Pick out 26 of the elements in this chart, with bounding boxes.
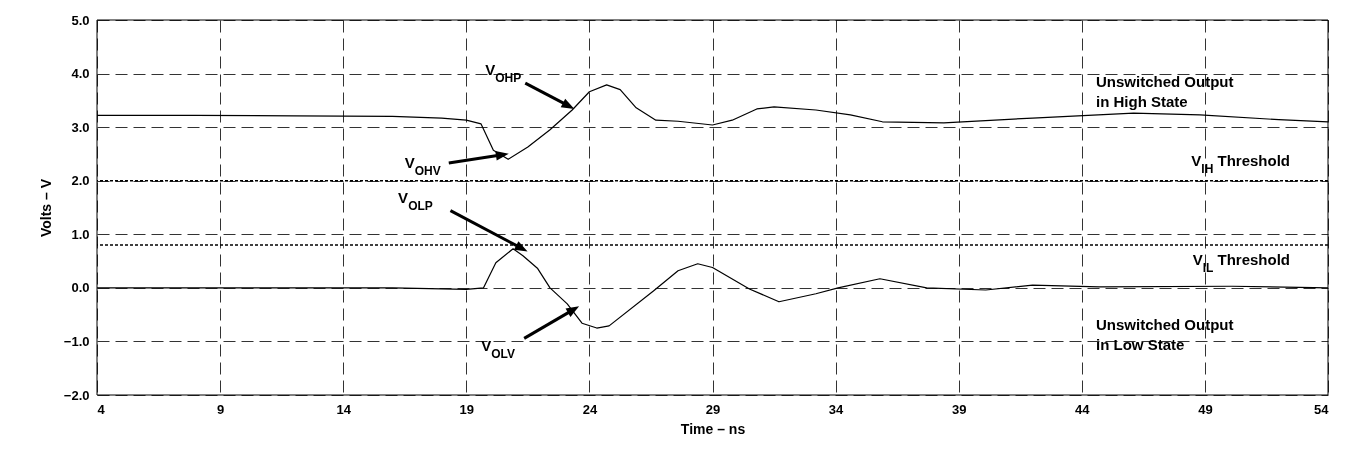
x-tick-label: 54 <box>1314 401 1330 417</box>
y-tick-label: 1.0 <box>71 226 90 242</box>
x-tick-label: 49 <box>1198 401 1213 417</box>
annotation: V$_{OHV}$ <box>404 154 441 178</box>
annotation: V$_{OLP}$ <box>398 188 433 213</box>
y-tick-label: 3.0 <box>71 119 90 135</box>
x-tick-label: 19 <box>459 401 475 417</box>
y-tick-label: 4.0 <box>71 66 90 82</box>
y-tick-label: −2.0 <box>63 387 90 403</box>
x-tick-label: 39 <box>951 401 967 417</box>
x-tick-label: 44 <box>1075 401 1091 417</box>
x-tick-label: 24 <box>582 401 598 417</box>
y-tick-label: 2.0 <box>71 173 90 189</box>
ref-line-label: V$_{IL}$ Threshold <box>1192 251 1290 275</box>
x-tick-label: 14 <box>336 401 352 417</box>
y-tick-label: 5.0 <box>71 12 90 28</box>
x-tick-label: 4 <box>97 401 106 417</box>
x-tick-label: 34 <box>828 401 845 417</box>
annotation: V$_{OLV}$ <box>481 337 516 362</box>
x-tick-label: 9 <box>216 401 225 417</box>
x-tick-label: 29 <box>705 401 721 417</box>
y-tick-label: 0.0 <box>71 280 90 296</box>
y-tick-label: −1.0 <box>63 333 90 349</box>
y-axis-title: Volts – V <box>37 178 54 238</box>
annotation: V$_{OHP}$ <box>485 61 522 86</box>
x-axis-title: Time – ns <box>680 420 746 437</box>
